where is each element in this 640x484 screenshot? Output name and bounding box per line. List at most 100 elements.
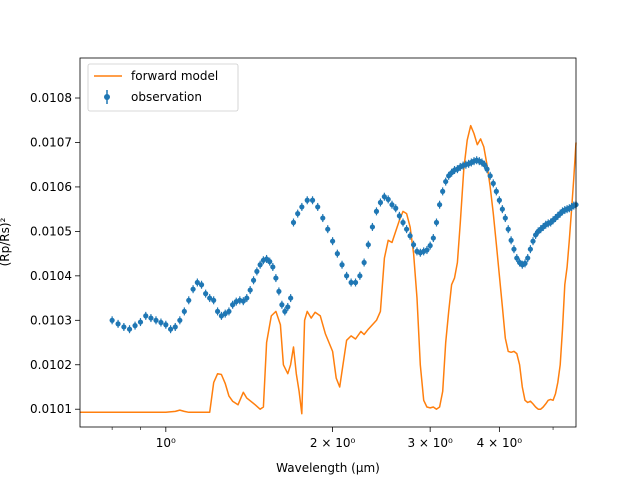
observation-point <box>430 235 436 241</box>
observation-point <box>407 233 413 239</box>
observation-point <box>315 204 321 210</box>
observation-point <box>288 295 294 301</box>
observation-point <box>218 313 225 319</box>
observation-point <box>348 279 354 286</box>
observation-point <box>357 273 363 279</box>
observation-point <box>167 326 174 332</box>
observation-point <box>240 298 246 304</box>
observation-point <box>530 238 536 244</box>
observation-point <box>153 317 159 323</box>
observation-point <box>361 259 367 266</box>
observation-point <box>282 308 288 315</box>
observation-point <box>514 255 520 261</box>
observation-point <box>295 211 301 217</box>
observation-point <box>424 247 430 253</box>
observation-point <box>214 308 221 315</box>
plot-area <box>80 124 579 415</box>
observation-point <box>427 243 433 249</box>
observation-point <box>373 208 380 214</box>
observation-point <box>230 302 236 308</box>
observation-point <box>273 275 279 281</box>
plot-frame <box>79 57 577 428</box>
observation-point <box>181 308 187 315</box>
x-tick-label: 4 × 10⁰ <box>477 436 523 450</box>
observation-point <box>339 262 345 268</box>
observation-point <box>403 226 410 232</box>
observation-point <box>344 273 350 279</box>
observation-point <box>369 224 376 230</box>
y-tick-label: 0.0104 <box>30 269 72 283</box>
observation-point <box>389 202 395 208</box>
x-tick-label: 2 × 10⁰ <box>310 436 356 450</box>
observation-point <box>400 219 406 226</box>
y-tick-label: 0.0106 <box>30 180 72 194</box>
observation-point <box>484 166 490 172</box>
observation-point <box>329 238 336 244</box>
observation-point <box>203 291 209 297</box>
observation-point <box>257 262 263 268</box>
observation-point <box>508 237 514 243</box>
observation-point <box>172 324 178 330</box>
observation-point <box>365 242 371 248</box>
observation-point <box>487 173 493 179</box>
y-tick-label: 0.0102 <box>30 358 72 372</box>
y-tick-label: 0.0107 <box>30 135 72 149</box>
observation-point <box>158 319 164 326</box>
observation-point <box>396 213 402 219</box>
y-tick-label: 0.0105 <box>30 224 72 238</box>
y-axis-label: (Rp/Rs)² <box>0 217 12 266</box>
observation-point <box>334 251 340 257</box>
observation-point <box>211 297 217 303</box>
observation-point <box>493 188 499 194</box>
observation-point <box>290 219 297 226</box>
observation-point <box>440 188 446 194</box>
observation-point <box>177 317 183 323</box>
legend-box <box>87 63 239 112</box>
observation-point <box>304 197 310 203</box>
observation-point <box>137 319 144 325</box>
observation-point <box>226 308 232 315</box>
observation-point <box>194 279 200 286</box>
observation-point <box>121 324 127 330</box>
observation-point <box>132 323 138 329</box>
observation-point <box>490 180 496 186</box>
observation-point <box>352 279 359 286</box>
observation-point <box>393 205 399 211</box>
legend-observation-label: observation <box>131 90 202 104</box>
observation-point <box>279 302 285 308</box>
observation-point <box>502 215 508 221</box>
observation-point <box>299 204 305 210</box>
y-tick-label: 0.0103 <box>30 313 72 327</box>
observation-point <box>525 255 531 261</box>
x-tick-label: 3 × 10⁰ <box>407 436 453 450</box>
observation-point <box>143 313 149 319</box>
observation-point <box>115 321 121 327</box>
observation-point <box>410 242 417 248</box>
x-axis-label: Wavelength (μm) <box>276 461 380 475</box>
observation-point <box>522 260 528 266</box>
observation-point <box>109 317 115 323</box>
observation-point <box>381 194 387 200</box>
observation-point <box>496 197 502 203</box>
observation-point <box>499 206 505 212</box>
observation-point <box>270 264 276 270</box>
observation-point <box>511 246 517 252</box>
y-axis: 0.0101 0.0102 0.0103 0.0104 0.0105 0.0106 0.01… <box>30 91 80 416</box>
observation-point <box>186 297 192 303</box>
observation-point <box>443 178 449 185</box>
legend-observation-marker <box>104 94 110 100</box>
observation-point <box>126 326 133 332</box>
observation-point <box>377 199 384 206</box>
legend-model-label: forward model <box>131 69 218 83</box>
observation-point <box>505 226 511 232</box>
y-tick-label: 0.0101 <box>30 402 72 416</box>
observation-point <box>481 162 488 168</box>
observation-point <box>163 322 169 328</box>
legend: forward model observation <box>87 63 239 112</box>
observation-point <box>285 304 291 310</box>
observation-point <box>276 288 282 295</box>
observation-point <box>250 277 257 283</box>
observation-point <box>385 196 391 202</box>
